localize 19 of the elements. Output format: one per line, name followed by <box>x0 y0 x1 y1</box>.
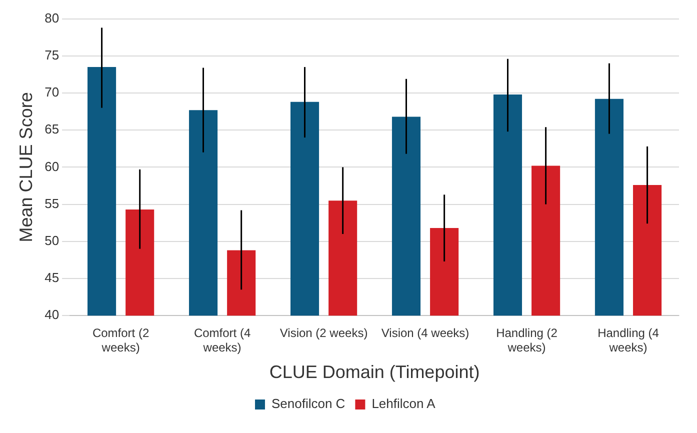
y-axis-title: Mean CLUE Score <box>16 92 36 242</box>
y-tick-label: 65 <box>44 122 60 137</box>
y-tick-label: 55 <box>44 196 60 211</box>
x-tick-label: Handling (4 weeks) <box>598 326 660 355</box>
x-tick-label: Vision (4 weeks) <box>381 326 470 340</box>
x-tick-label: Comfort (2 weeks) <box>92 326 150 355</box>
y-tick-label: 60 <box>44 158 60 174</box>
legend-label: Lehfilcon A <box>372 396 436 412</box>
y-tick-label: 75 <box>44 47 60 62</box>
x-tick-label: Comfort (4 weeks) <box>194 326 251 355</box>
x-tick-label: Vision (2 weeks) <box>280 326 368 340</box>
y-tick-label: 40 <box>44 307 60 322</box>
y-tick-label: 50 <box>44 232 60 248</box>
legend-label: Senofilcon C <box>271 396 346 412</box>
x-axis-title: CLUE Domain (Timepoint) <box>269 362 480 382</box>
y-tick-label: 80 <box>44 10 60 26</box>
y-tick-label: 70 <box>44 84 60 100</box>
x-tick-label: Handling (2 weeks) <box>496 326 558 355</box>
y-tick-label: 45 <box>44 270 60 286</box>
